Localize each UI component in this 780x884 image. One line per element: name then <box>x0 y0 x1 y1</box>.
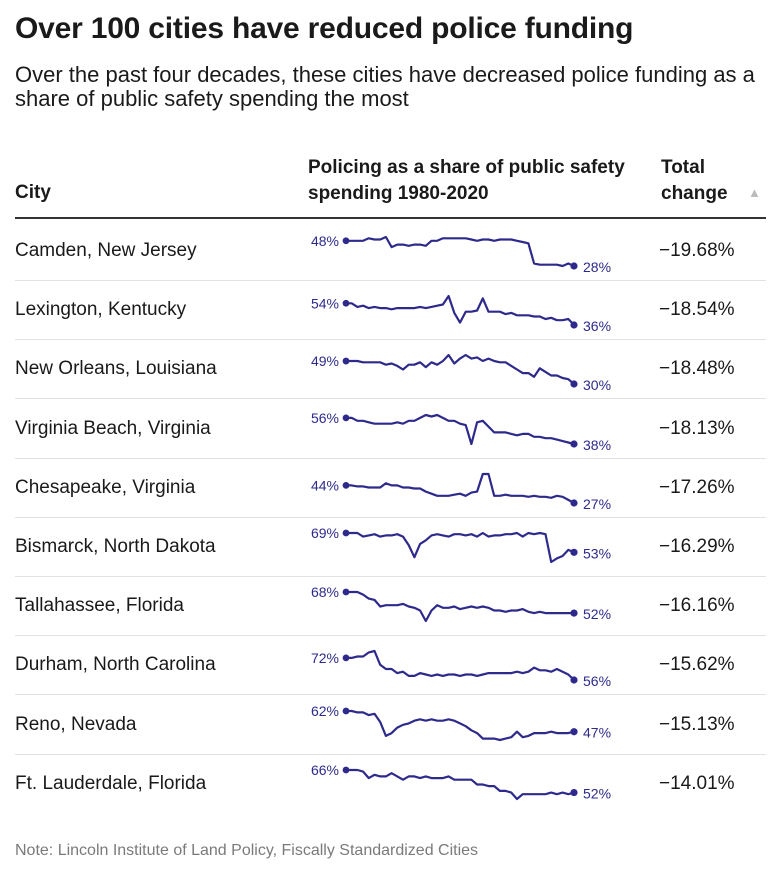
sparkline-start-label: 66% <box>311 762 339 778</box>
city-name: Lexington, Kentucky <box>15 299 187 321</box>
sparkline-series-line <box>346 472 575 504</box>
city-name: New Orleans, Louisiana <box>15 358 217 380</box>
city-name: Camden, New Jersey <box>15 240 197 261</box>
sort-ascending-icon[interactable]: ▲ <box>748 185 761 200</box>
total-change-value: −17.26% <box>659 476 735 498</box>
sparkline: 49% 30% <box>311 353 611 393</box>
chart-subtitle: Over the past four decades, these cities… <box>15 62 755 111</box>
sparkline-end-label: 56% <box>583 673 611 689</box>
sparkline-series-line <box>346 709 575 741</box>
total-change-value: −15.13% <box>659 713 735 735</box>
sparkline: 72% 56% <box>311 650 611 689</box>
sparkline-end-point <box>570 548 578 556</box>
sparkline-end-label: 53% <box>583 545 611 561</box>
table-row: Bismarck, North Dakota −16.29% 69% 53% <box>15 517 766 577</box>
city-name: Chesapeake, Virginia <box>15 476 196 498</box>
sparkline-series-line <box>346 295 575 326</box>
sparkline-start-point <box>342 481 350 489</box>
sparkline-start-point <box>342 414 350 421</box>
table-row: Lexington, Kentucky −18.54% 54% 36% <box>15 280 766 341</box>
sparkline-end-point <box>570 609 578 617</box>
sparkline-series-line <box>346 650 575 682</box>
sparkline-start-label: 72% <box>311 650 339 666</box>
sparkline-start-point <box>342 529 350 537</box>
city-name: Reno, Nevada <box>15 713 137 735</box>
sparkline: 48% 28% <box>311 233 611 275</box>
chart-title: Over 100 cities have reduced police fund… <box>15 12 634 45</box>
sparkline-start-point <box>342 588 350 596</box>
city-name: Ft. Lauderdale, Florida <box>15 772 207 794</box>
table-row: Durham, North Carolina −15.62% 72% 56% <box>15 635 766 696</box>
sparkline-end-point <box>570 499 578 507</box>
sparkline-start-point <box>342 766 350 774</box>
total-change-value: −16.16% <box>659 595 735 617</box>
total-change-value: −15.62% <box>659 654 735 676</box>
sparkline-end-label: 30% <box>583 377 611 393</box>
sparkline-start-label: 44% <box>311 477 339 493</box>
table-row: Virginia Beach, Virginia −18.13% 56% 38% <box>15 399 766 459</box>
sparkline-end-point <box>570 262 578 270</box>
sparkline-end-point <box>570 676 578 684</box>
table-row: Tallahassee, Florida −16.16% 68% 52% <box>15 576 766 637</box>
sparkline-end-point <box>570 321 578 329</box>
sparkline: 44% 27% <box>311 472 611 512</box>
sparkline-start-label: 69% <box>311 525 339 541</box>
city-name: Tallahassee, Florida <box>15 595 184 617</box>
sparkline-end-point <box>570 788 578 796</box>
sparkline-end-label: 27% <box>583 496 611 512</box>
source-note: Note: Lincoln Institute of Land Policy, … <box>15 842 479 859</box>
column-header-sparkline[interactable]: Policing as a share of public safety spe… <box>308 157 625 204</box>
total-change-value: −14.01% <box>659 772 735 794</box>
sparkline-series-line <box>346 768 575 800</box>
sparkline-end-point <box>570 727 578 735</box>
sparkline-start-label: 68% <box>311 584 339 600</box>
column-header-total-change[interactable]: Total change <box>661 157 728 204</box>
column-header-city[interactable]: City <box>15 182 51 203</box>
sparkline-end-label: 36% <box>583 318 611 334</box>
total-change-value: −16.29% <box>659 536 735 557</box>
sparkline: 62% 47% <box>311 703 611 741</box>
sparkline-start-point <box>342 707 350 714</box>
sparkline: 54% 36% <box>311 295 611 334</box>
city-name: Virginia Beach, Virginia <box>15 417 211 439</box>
city-name: Durham, North Carolina <box>15 654 216 676</box>
sparkline-end-label: 28% <box>583 259 611 275</box>
sparkline-start-label: 54% <box>311 295 339 311</box>
sparkline-end-label: 47% <box>583 724 611 740</box>
sparkline-start-label: 62% <box>311 703 339 719</box>
table-row: New Orleans, Louisiana −18.48% 49% 30% <box>15 339 766 400</box>
total-change-value: −18.13% <box>659 417 735 439</box>
table-row: Chesapeake, Virginia −17.26% 44% 27% <box>15 458 766 518</box>
sparkline-start-label: 48% <box>311 233 339 249</box>
sparkline-end-point <box>570 439 578 448</box>
table-row: Reno, Nevada −15.13% 62% 47% <box>15 695 766 755</box>
total-change-value: −18.54% <box>659 299 735 321</box>
table-row: Ft. Lauderdale, Florida −14.01% 66% 52% <box>15 754 766 813</box>
sparkline-series-line <box>346 354 575 386</box>
header-divider <box>15 217 766 219</box>
sparkline-series-line <box>346 591 574 623</box>
sparkline-series-line <box>346 531 575 564</box>
sparkline-start-point <box>342 300 350 307</box>
sparkline-start-label: 49% <box>311 353 339 369</box>
sparkline-end-label: 52% <box>583 606 611 622</box>
total-change-value: −19.68% <box>659 240 735 261</box>
table-row: Camden, New Jersey −19.68% 48% 28% <box>15 221 766 281</box>
sparkline-end-point <box>570 380 578 388</box>
sparkline: 66% 52% <box>311 762 611 802</box>
sparkline: 69% 53% <box>311 525 611 564</box>
sparkline-series-line <box>346 235 575 268</box>
sparkline-start-label: 56% <box>311 409 339 425</box>
sparkline: 68% 52% <box>311 584 611 623</box>
sparkline: 56% 38% <box>311 409 611 453</box>
sparkline-end-label: 38% <box>583 437 611 453</box>
city-name: Bismarck, North Dakota <box>15 536 216 557</box>
total-change-value: −18.48% <box>659 358 735 380</box>
sparkline-start-point <box>342 237 350 245</box>
sparkline-end-label: 52% <box>583 785 611 801</box>
sparkline-start-point <box>342 358 350 365</box>
sparkline-start-point <box>342 654 350 662</box>
sparkline-series-line <box>346 413 575 445</box>
